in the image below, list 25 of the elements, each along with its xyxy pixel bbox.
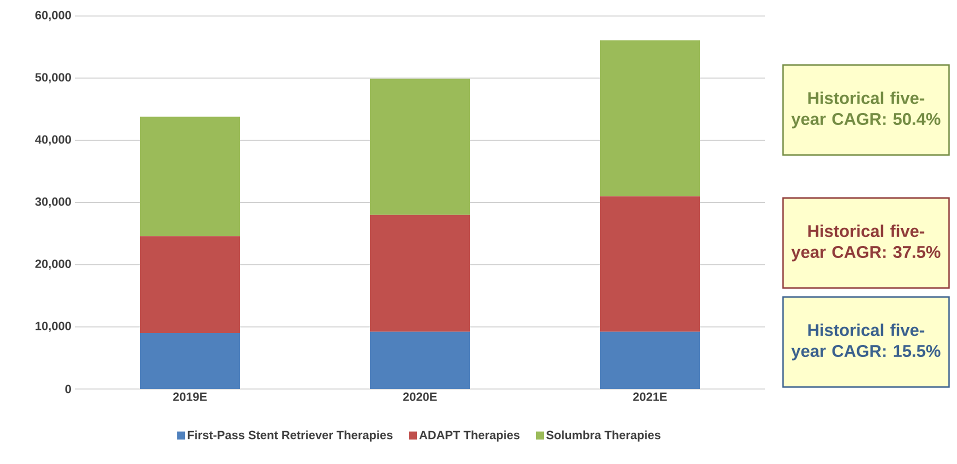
y-tick-label: 50,000 [35, 73, 71, 84]
y-tick-label: 20,000 [35, 260, 71, 270]
bar [140, 236, 240, 334]
bar [600, 196, 700, 332]
y-tick-label: 10,000 [36, 322, 71, 332]
bar [370, 332, 470, 389]
bar [600, 332, 700, 389]
x-tick-label: 2021E [633, 392, 667, 401]
x-tick-label: 2020E [403, 392, 437, 401]
x-tick-label: 2019E [173, 392, 207, 401]
y-tick-label: 40,000 [35, 135, 71, 146]
legend-label: ADAPT Therapies [419, 430, 520, 442]
legend-label: Solumbra Therapies [546, 430, 660, 442]
bar [370, 214, 470, 332]
y-tick-label: 0 [65, 384, 71, 394]
bar [140, 116, 240, 236]
text: Historical five-year CAGR: 50.4% [791, 92, 940, 128]
bar [140, 333, 240, 389]
y-tick-label: 30,000 [35, 197, 71, 208]
text: Historical five-year CAGR: 15.5% [791, 324, 940, 360]
y-tick-label: 60,000 [35, 10, 71, 22]
bar [600, 40, 700, 196]
text: Historical five-year CAGR: 37.5% [791, 224, 940, 262]
legend-label: First-Pass Stent Retriever Therapies [188, 430, 393, 442]
bar [370, 78, 470, 215]
